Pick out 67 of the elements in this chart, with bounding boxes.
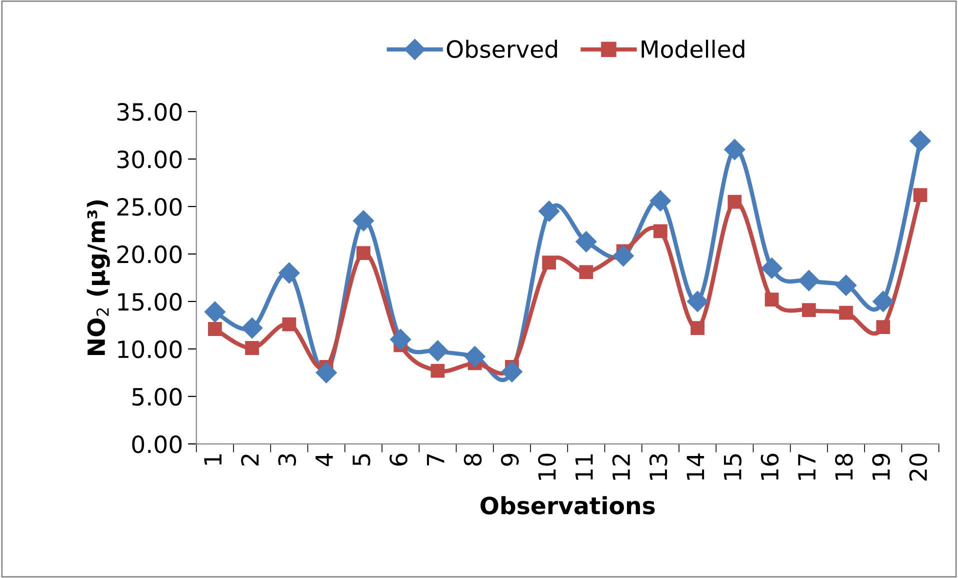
x-tick-label: 6 bbox=[390, 454, 408, 466]
x-axis-title: Observations bbox=[480, 496, 655, 514]
point bbox=[538, 200, 560, 222]
x-tick-label: 4 bbox=[316, 454, 333, 466]
x-tick-label: 13 bbox=[649, 454, 668, 480]
point bbox=[427, 340, 448, 362]
point bbox=[910, 130, 931, 152]
y-tick-label: 35.00 bbox=[117, 103, 182, 121]
point bbox=[464, 346, 486, 368]
point bbox=[839, 306, 853, 320]
point bbox=[204, 301, 226, 322]
point bbox=[650, 190, 671, 212]
x-tick-label: 16 bbox=[760, 454, 779, 480]
legend-label: Modelled bbox=[642, 40, 744, 58]
x-tick-label: 15 bbox=[724, 454, 742, 480]
point bbox=[724, 139, 746, 160]
x-tick-label: 9 bbox=[500, 454, 519, 466]
point bbox=[352, 210, 374, 232]
point bbox=[802, 303, 816, 317]
point bbox=[282, 317, 296, 332]
point bbox=[245, 341, 260, 355]
point bbox=[542, 256, 556, 270]
point bbox=[576, 231, 597, 252]
x-tick-label: 18 bbox=[835, 454, 853, 480]
x-tick-label: 7 bbox=[426, 454, 444, 466]
point bbox=[836, 274, 857, 296]
y-axis-title: NO$_{2}$ (µg/m³) bbox=[86, 200, 110, 356]
legend-label: Observed bbox=[446, 40, 557, 58]
point bbox=[690, 321, 704, 335]
point bbox=[872, 290, 894, 312]
x-tick-label: 1 bbox=[204, 454, 222, 465]
x-tick-label: 3 bbox=[278, 454, 296, 466]
point bbox=[278, 262, 300, 284]
point bbox=[390, 328, 412, 350]
point bbox=[687, 290, 708, 312]
y-tick-label: 10.00 bbox=[118, 340, 182, 358]
y-tick-label: 30.00 bbox=[117, 150, 182, 168]
point bbox=[761, 258, 782, 279]
point bbox=[798, 270, 820, 292]
x-tick-label: 2 bbox=[241, 454, 259, 466]
point bbox=[356, 246, 370, 260]
point bbox=[653, 224, 668, 238]
point bbox=[579, 265, 594, 279]
x-tick-label: 8 bbox=[464, 454, 482, 466]
point bbox=[501, 361, 522, 382]
point bbox=[876, 320, 890, 334]
point bbox=[764, 292, 779, 307]
y-tick-label: 15.00 bbox=[118, 292, 182, 311]
point bbox=[242, 318, 263, 339]
x-tick-label: 10 bbox=[538, 454, 556, 480]
y-tick-label: 20.00 bbox=[117, 245, 182, 264]
x-tick-label: 19 bbox=[872, 454, 890, 480]
point bbox=[208, 322, 222, 336]
y-tick-label: 5.00 bbox=[132, 388, 182, 406]
point bbox=[913, 188, 928, 202]
x-tick-label: 20 bbox=[909, 454, 928, 481]
point bbox=[430, 364, 445, 378]
x-tick-label: 12 bbox=[612, 454, 630, 480]
y-tick-label: 25.00 bbox=[117, 198, 182, 216]
point bbox=[316, 362, 337, 384]
point bbox=[612, 245, 634, 266]
x-tick-label: 5 bbox=[352, 454, 370, 466]
x-tick-label: 14 bbox=[686, 454, 704, 480]
y-tick-label: 0.00 bbox=[132, 435, 182, 454]
x-tick-label: 11 bbox=[575, 454, 593, 480]
point bbox=[728, 194, 742, 209]
x-tick-label: 17 bbox=[798, 454, 816, 480]
